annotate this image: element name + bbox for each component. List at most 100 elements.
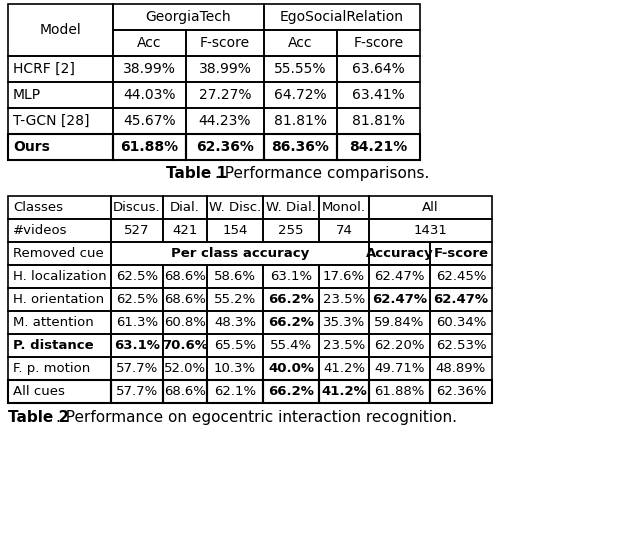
Text: 55.55%: 55.55% (275, 62, 327, 76)
Bar (111, 311, 163, 334)
Text: F-score: F-score (353, 36, 404, 50)
Bar (369, 380, 430, 403)
Bar (430, 380, 492, 403)
Text: 81.81%: 81.81% (352, 114, 405, 128)
Bar (8, 196, 111, 219)
Text: Removed cue: Removed cue (13, 247, 104, 260)
Text: 65.5%: 65.5% (214, 339, 256, 352)
Bar (207, 357, 263, 380)
Text: All: All (422, 201, 439, 214)
Text: W. Disc.: W. Disc. (209, 201, 261, 214)
Text: H. orientation: H. orientation (13, 293, 104, 306)
Text: W. Dial.: W. Dial. (266, 201, 316, 214)
Bar (263, 219, 319, 242)
Text: 66.2%: 66.2% (268, 316, 314, 329)
Text: 61.88%: 61.88% (374, 385, 425, 398)
Text: F-score: F-score (433, 247, 488, 260)
Text: EgoSocialRelation: EgoSocialRelation (280, 10, 404, 24)
Text: Table 2: Table 2 (8, 410, 69, 425)
Bar (8, 82, 113, 108)
Text: 62.53%: 62.53% (436, 339, 486, 352)
Text: 62.45%: 62.45% (436, 270, 486, 283)
Bar (337, 56, 420, 82)
Text: 49.71%: 49.71% (374, 362, 425, 375)
Bar (319, 380, 369, 403)
Bar (113, 56, 186, 82)
Text: 62.47%: 62.47% (374, 270, 425, 283)
Text: 57.7%: 57.7% (116, 385, 158, 398)
Text: 68.6%: 68.6% (164, 270, 206, 283)
Bar (207, 265, 263, 288)
Text: 74: 74 (335, 224, 353, 237)
Bar (113, 4, 264, 30)
Text: 45.67%: 45.67% (123, 114, 176, 128)
Text: 48.3%: 48.3% (214, 316, 256, 329)
Bar (8, 4, 113, 56)
Bar (8, 288, 111, 311)
Text: 62.47%: 62.47% (372, 293, 427, 306)
Bar (207, 311, 263, 334)
Text: 84.21%: 84.21% (349, 140, 408, 154)
Bar (186, 30, 264, 56)
Bar (319, 357, 369, 380)
Text: 63.41%: 63.41% (352, 88, 405, 102)
Bar (263, 288, 319, 311)
Text: 61.3%: 61.3% (116, 316, 158, 329)
Text: 62.47%: 62.47% (433, 293, 488, 306)
Text: 55.4%: 55.4% (270, 339, 312, 352)
Text: 68.6%: 68.6% (164, 385, 206, 398)
Text: 63.1%: 63.1% (114, 339, 160, 352)
Text: 70.6%: 70.6% (162, 339, 208, 352)
Text: Model: Model (40, 23, 81, 37)
Text: 66.2%: 66.2% (268, 385, 314, 398)
Bar (319, 288, 369, 311)
Text: 62.5%: 62.5% (116, 270, 158, 283)
Bar (207, 288, 263, 311)
Text: Accuracy: Accuracy (365, 247, 433, 260)
Text: F-score: F-score (200, 36, 250, 50)
Text: . Performance on egocentric interaction recognition.: . Performance on egocentric interaction … (56, 410, 457, 425)
Text: 58.6%: 58.6% (214, 270, 256, 283)
Text: 255: 255 (278, 224, 304, 237)
Text: Table 1: Table 1 (166, 166, 227, 181)
Bar (264, 4, 420, 30)
Text: 41.2%: 41.2% (323, 362, 365, 375)
Text: Classes: Classes (13, 201, 63, 214)
Bar (369, 311, 430, 334)
Text: 61.88%: 61.88% (120, 140, 179, 154)
Bar (186, 134, 264, 160)
Text: Ours: Ours (13, 140, 50, 154)
Text: 154: 154 (222, 224, 248, 237)
Bar (113, 30, 186, 56)
Bar (319, 265, 369, 288)
Text: 66.2%: 66.2% (268, 293, 314, 306)
Text: 10.3%: 10.3% (214, 362, 256, 375)
Bar (8, 334, 111, 357)
Text: 55.2%: 55.2% (214, 293, 256, 306)
Bar (207, 380, 263, 403)
Bar (207, 219, 263, 242)
Text: 41.2%: 41.2% (321, 385, 367, 398)
Text: 60.8%: 60.8% (164, 316, 206, 329)
Bar (111, 334, 163, 357)
Text: 57.7%: 57.7% (116, 362, 158, 375)
Bar (263, 196, 319, 219)
Bar (369, 196, 492, 219)
Text: GeorgiaTech: GeorgiaTech (146, 10, 231, 24)
Text: 81.81%: 81.81% (274, 114, 327, 128)
Bar (163, 357, 207, 380)
Bar (430, 311, 492, 334)
Text: 52.0%: 52.0% (164, 362, 206, 375)
Text: MLP: MLP (13, 88, 41, 102)
Bar (8, 357, 111, 380)
Bar (163, 334, 207, 357)
Bar (8, 265, 111, 288)
Bar (8, 56, 113, 82)
Bar (369, 357, 430, 380)
Text: 63.64%: 63.64% (352, 62, 405, 76)
Bar (163, 380, 207, 403)
Bar (264, 134, 337, 160)
Text: F. p. motion: F. p. motion (13, 362, 90, 375)
Bar (113, 82, 186, 108)
Bar (111, 380, 163, 403)
